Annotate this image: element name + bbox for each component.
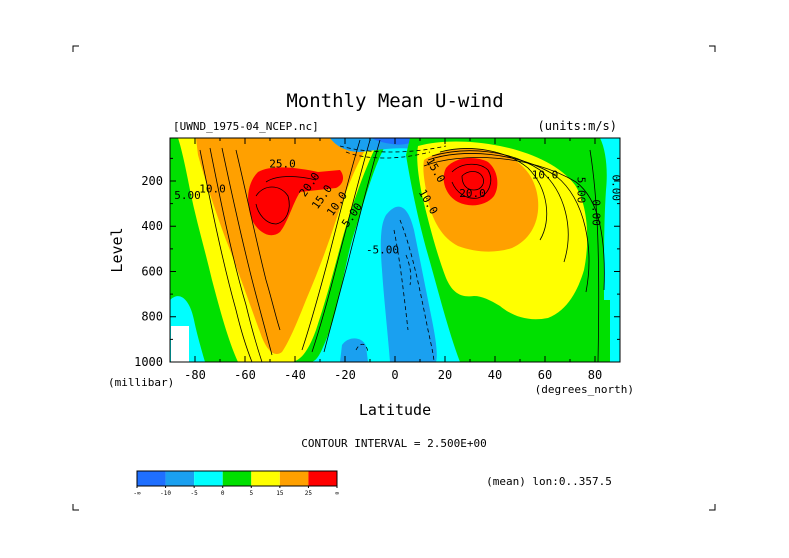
band-minus10-minus5-eq	[380, 206, 437, 362]
colorbar: -∞ -10 -5 0 5 15 25 ∞	[133, 470, 339, 497]
y-axis: 200 400 600 800 1000	[134, 157, 620, 369]
colorbar-tick-label: ∞	[335, 490, 339, 497]
colorbar-tick-label: 0	[221, 490, 225, 497]
contour-label: 10.0	[532, 169, 559, 182]
colorbar-tick-label: -∞	[133, 490, 141, 497]
contour-label: -5.00	[366, 243, 399, 256]
missing-data-patch	[171, 326, 189, 362]
contour-lines	[199, 139, 605, 362]
contour-label: 5.00	[174, 189, 201, 202]
band-minus5-0-north-pole	[604, 138, 620, 362]
y-tick-label: 800	[141, 310, 163, 324]
y-tick-label: 400	[141, 219, 163, 233]
contour-label: 20.0	[459, 187, 486, 200]
colorbar-swatch	[251, 471, 280, 486]
y-tick-label: 200	[141, 174, 163, 188]
x-tick-label: -20	[334, 368, 356, 382]
dataset-label: [UWND_1975-04_NCEP.nc]	[173, 120, 319, 133]
band-15-25-south	[196, 138, 372, 354]
y-tick-label: 1000	[134, 355, 163, 369]
colorbar-swatch	[194, 471, 223, 486]
units-label: (units:m/s)	[538, 119, 617, 133]
colorbar-tick-label: -5	[191, 490, 199, 497]
colorbar-swatch	[222, 471, 252, 486]
contour-field: 25.020.015.010.05.0010.05.00-5.0010.015.…	[170, 138, 623, 362]
x-units-label: (degrees_north)	[535, 383, 634, 396]
x-tick-label: 80	[588, 368, 602, 382]
contour-interval-label: CONTOUR INTERVAL = 2.500E+00	[301, 437, 486, 450]
contour-label: 0.00	[590, 199, 603, 226]
x-tick-label: -60	[234, 368, 256, 382]
colorbar-swatch	[137, 471, 166, 486]
colorbar-frame	[136, 470, 338, 487]
x-tick-label: 60	[538, 368, 552, 382]
y-tick-label: 600	[141, 264, 163, 278]
colorbar-tick-label: -10	[160, 490, 171, 497]
colorbar-swatch	[165, 471, 195, 486]
contour-label: 25.0	[269, 157, 296, 170]
y-axis-title: Level	[108, 227, 126, 272]
contour-label: 0.00	[610, 175, 623, 202]
band-gt25-north	[443, 158, 498, 206]
x-tick-label: 40	[488, 368, 502, 382]
chart-title: Monthly Mean U-wind	[286, 90, 503, 112]
x-tick-label: -40	[284, 368, 306, 382]
band-0-5-north-edge	[596, 300, 610, 362]
band-lt-10-top	[372, 138, 420, 145]
corner-marks	[72, 45, 716, 511]
mean-note: (mean) lon:0..357.5	[486, 475, 612, 488]
band-gt25-south	[248, 167, 344, 236]
x-axis: -80 -60 -40 -20 0 20 40 60 80	[169, 138, 621, 382]
x-tick-label: -80	[184, 368, 206, 382]
x-tick-label: 20	[438, 368, 452, 382]
x-tick-label: 0	[391, 368, 398, 382]
contour-lines-negative	[339, 145, 447, 362]
y-units-label: (millibar)	[108, 376, 174, 389]
contour-label: 10.0	[199, 182, 226, 195]
contour-label: 5.00	[575, 177, 588, 204]
colorbar-swatch	[279, 471, 309, 486]
colorbar-tick-label: 5	[249, 490, 253, 497]
x-axis-title: Latitude	[359, 401, 431, 419]
colorbar-tick-label: 25	[305, 490, 313, 497]
colorbar-tick-label: 15	[276, 490, 284, 497]
colorbar-swatch	[308, 471, 337, 486]
